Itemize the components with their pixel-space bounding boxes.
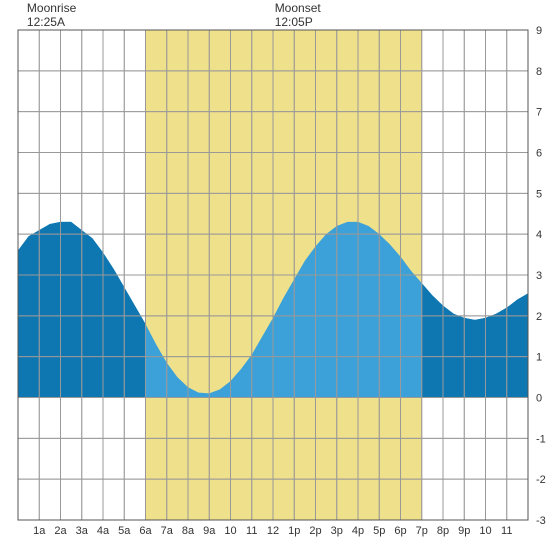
y-tick-label: 9	[536, 25, 542, 37]
y-tick-label: -2	[536, 474, 546, 486]
y-tick-label: -1	[536, 433, 546, 445]
x-tick-label: 4a	[97, 525, 110, 537]
x-tick-label: 6a	[139, 525, 152, 537]
y-tick-label: -3	[536, 515, 546, 527]
x-tick-label: 4p	[352, 525, 364, 537]
y-tick-label: 1	[536, 352, 542, 364]
chart-svg: 1a2a3a4a5a6a7a8a9a1011121p2p3p4p5p6p7p8p…	[0, 0, 550, 550]
x-tick-label: 7p	[416, 525, 428, 537]
x-tick-label: 8p	[437, 525, 449, 537]
x-tick-label: 9p	[458, 525, 470, 537]
x-tick-label: 2a	[54, 525, 67, 537]
y-tick-label: 5	[536, 188, 542, 200]
moonrise-time: 12:25A	[27, 15, 65, 29]
y-tick-label: 0	[536, 393, 542, 405]
y-tick-label: 7	[536, 107, 542, 119]
y-tick-label: 4	[536, 229, 542, 241]
x-tick-label: 11	[501, 525, 512, 537]
x-tick-label: 6p	[394, 525, 406, 537]
x-tick-label: 8a	[182, 525, 195, 537]
x-tick-label: 5p	[373, 525, 385, 537]
moonset-time: 12:05P	[275, 15, 313, 29]
y-tick-label: 6	[536, 148, 542, 160]
moonrise-label: Moonrise	[27, 1, 77, 15]
x-tick-label: 10	[224, 525, 236, 537]
y-tick-label: 8	[536, 66, 542, 78]
x-tick-label: 9a	[203, 525, 216, 537]
x-tick-label: 10	[479, 525, 491, 537]
x-tick-label: 12	[267, 525, 279, 537]
x-tick-label: 2p	[309, 525, 321, 537]
tide-chart: 1a2a3a4a5a6a7a8a9a1011121p2p3p4p5p6p7p8p…	[0, 0, 550, 550]
x-tick-label: 3p	[331, 525, 343, 537]
x-tick-label: 11	[246, 525, 257, 537]
moonset-label: Moonset	[275, 1, 322, 15]
y-tick-label: 3	[536, 270, 542, 282]
x-tick-label: 5a	[118, 525, 131, 537]
x-tick-label: 7a	[161, 525, 174, 537]
x-tick-label: 1p	[288, 525, 300, 537]
x-tick-label: 3a	[76, 525, 89, 537]
x-tick-label: 1a	[33, 525, 46, 537]
y-tick-label: 2	[536, 311, 542, 323]
